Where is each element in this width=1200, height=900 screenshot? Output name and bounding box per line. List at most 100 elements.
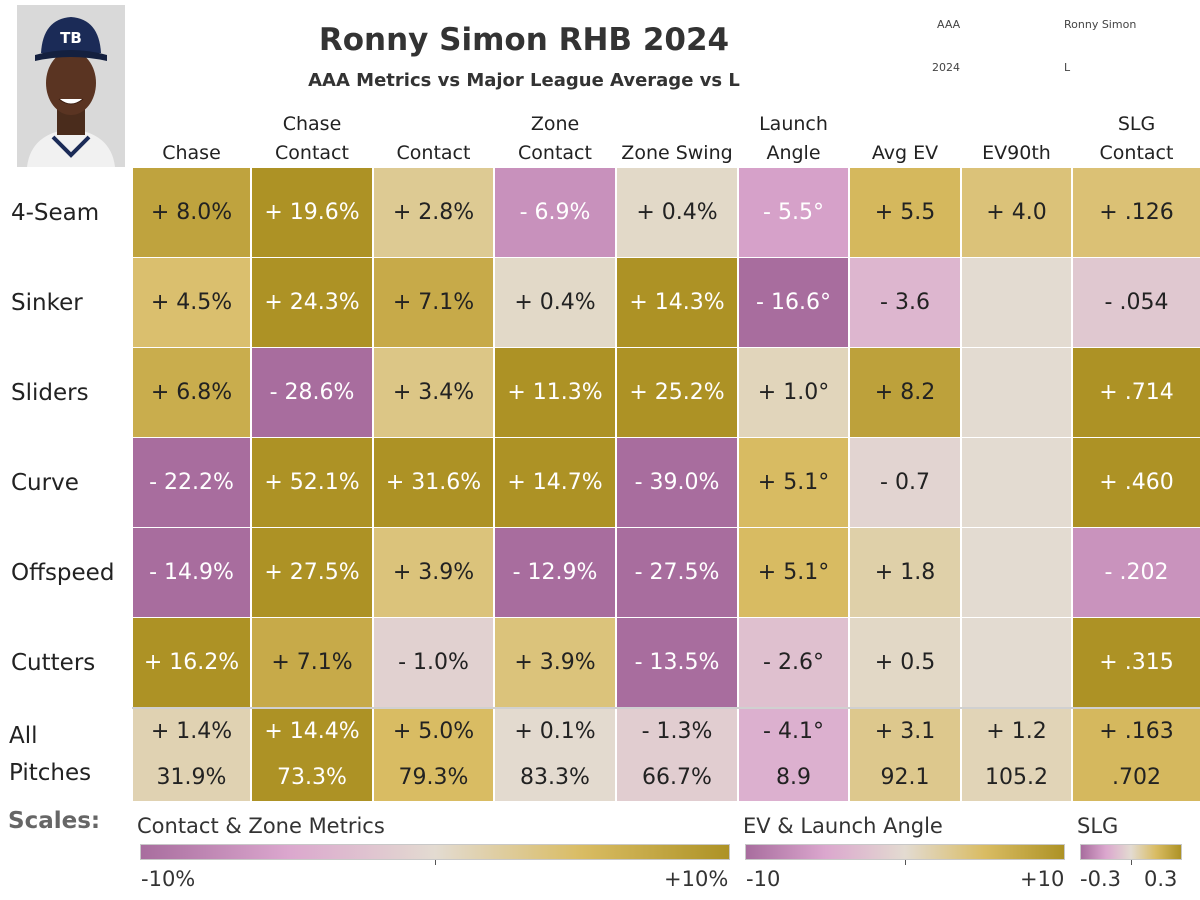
summary-diff: + 1.2: [986, 719, 1047, 744]
heatmap-cell: - 2.6°: [739, 618, 848, 707]
scale-slg-mid-tick: [1131, 860, 1132, 865]
scale-contact-mid-tick: [435, 860, 436, 865]
column-header-line: Zone: [530, 113, 580, 135]
player-photo: TB: [17, 5, 125, 167]
heatmap-cell: + 14.7%: [495, 438, 615, 527]
scale-ev-mid-tick: [905, 860, 906, 865]
row-label-4-seam: 4-Seam: [11, 199, 100, 226]
heatmap-cell: + 1.8: [850, 528, 960, 617]
column-header-slg_contact: SLG Contact: [1073, 108, 1200, 168]
scales-label: Scales:: [8, 808, 101, 834]
heatmap-cell: + .126: [1073, 168, 1200, 257]
heatmap-cell: + 8.0%: [133, 168, 250, 257]
heatmap-cell: + 52.1%: [252, 438, 372, 527]
summary-diff: + .163: [1099, 719, 1174, 744]
heatmap-cell: - 14.9%: [133, 528, 250, 617]
summary-cell: + 5.0% 79.3%: [374, 709, 493, 801]
column-header-line: Contact: [396, 142, 471, 164]
heatmap-cell: - 1.0%: [374, 618, 493, 707]
heatmap-cell: + 3.9%: [374, 528, 493, 617]
summary-total: 92.1: [880, 765, 930, 790]
heatmap-cell: + 19.6%: [252, 168, 372, 257]
heatmap-cell: + 1.0°: [739, 348, 848, 437]
summary-diff: + 14.4%: [264, 719, 360, 744]
summary-diff: + 3.1: [874, 719, 936, 744]
column-header-line: Contact: [275, 142, 349, 164]
heatmap-cell: - 6.9%: [495, 168, 615, 257]
row-label-offspeed: Offspeed: [11, 559, 115, 586]
summary-cell: + 1.4% 31.9%: [133, 709, 250, 801]
heatmap-cell: + 14.3%: [617, 258, 737, 347]
summary-diff: + 5.0%: [392, 719, 475, 744]
heatmap-cell: [962, 258, 1071, 347]
summary-cell: + .163 .702: [1073, 709, 1200, 801]
heatmap-cell: - 12.9%: [495, 528, 615, 617]
scale-contact-bar: [140, 844, 730, 860]
heatmap-cell: + 5.5: [850, 168, 960, 257]
heatmap-cell: - 0.7: [850, 438, 960, 527]
scale-slg-bar: [1080, 844, 1182, 860]
summary-cell: + 14.4% 73.3%: [252, 709, 372, 801]
scale-contact-title: Contact & Zone Metrics: [137, 814, 385, 838]
heatmap-cell: + .714: [1073, 348, 1200, 437]
summary-total: .702: [1112, 765, 1161, 790]
heatmap-cell: + 11.3%: [495, 348, 615, 437]
heatmap-cell: - 39.0%: [617, 438, 737, 527]
heatmap-cell: + 25.2%: [617, 348, 737, 437]
heatmap-cell: + 31.6%: [374, 438, 493, 527]
summary-diff: - 4.1°: [763, 719, 824, 744]
scale-ev-title: EV & Launch Angle: [743, 814, 943, 838]
heatmap-cell: [962, 438, 1071, 527]
column-header-line: Chase: [162, 142, 221, 164]
heatmap-cell: + 5.1°: [739, 528, 848, 617]
summary-total: 66.7%: [642, 765, 712, 790]
meta-year: 2024: [932, 61, 960, 74]
row-label-sinker: Sinker: [11, 289, 83, 316]
scale-contact-min-label: -10%: [141, 867, 196, 891]
heatmap-cell: + .315: [1073, 618, 1200, 707]
column-header-launch_angle: Launch Angle: [739, 108, 848, 168]
svg-text:TB: TB: [60, 29, 82, 47]
meta-level: AAA: [937, 18, 961, 31]
heatmap-cell: [962, 528, 1071, 617]
heatmap-cell: [962, 348, 1071, 437]
scale-slg-max-label: 0.3: [1144, 867, 1178, 891]
scale-ev-bar: [745, 844, 1065, 860]
heatmap-cell: - .202: [1073, 528, 1200, 617]
summary-total: 83.3%: [520, 765, 590, 790]
column-header-line: Launch: [759, 113, 828, 135]
column-header-line: Zone Swing: [621, 142, 733, 164]
summary-diff: + 0.1%: [514, 719, 596, 744]
heatmap-cell: + 7.1%: [374, 258, 493, 347]
heatmap-cell: + 7.1%: [252, 618, 372, 707]
summary-cell: - 4.1° 8.9: [739, 709, 848, 801]
player-headshot-icon: TB: [17, 5, 125, 167]
heatmap-cell: + 3.4%: [374, 348, 493, 437]
heatmap-cell: - .054: [1073, 258, 1200, 347]
heatmap-cell: - 3.6: [850, 258, 960, 347]
heatmap-cell: + 6.8%: [133, 348, 250, 437]
heatmap-cell: - 28.6%: [252, 348, 372, 437]
heatmap-cell: - 5.5°: [739, 168, 848, 257]
heatmap-cell: - 22.2%: [133, 438, 250, 527]
summary-cell: + 3.1 92.1: [850, 709, 960, 801]
heatmap-cell: - 16.6°: [739, 258, 848, 347]
heatmap-cell: - 13.5%: [617, 618, 737, 707]
heatmap-cell: + 0.4%: [495, 258, 615, 347]
scale-ev-min-label: -10: [746, 867, 781, 891]
meta-hand: L: [1064, 61, 1071, 74]
summary-total: 31.9%: [156, 765, 227, 790]
summary-cell: + 0.1% 83.3%: [495, 709, 615, 801]
scale-slg-min-label: -0.3: [1080, 867, 1121, 891]
heatmap-cell: + 27.5%: [252, 528, 372, 617]
summary-diff: - 1.3%: [641, 719, 713, 744]
summary-cell: - 1.3% 66.7%: [617, 709, 737, 801]
scale-contact-max-label: +10%: [664, 867, 729, 891]
column-header-line: Contact: [1099, 142, 1174, 164]
heatmap-cell: [962, 618, 1071, 707]
row-label-curve: Curve: [11, 469, 79, 496]
column-header-zone_contact: Zone Contact: [495, 108, 615, 168]
row-label-line: All: [9, 723, 38, 749]
heatmap-cell: + 0.4%: [617, 168, 737, 257]
heatmap-cell: + 16.2%: [133, 618, 250, 707]
